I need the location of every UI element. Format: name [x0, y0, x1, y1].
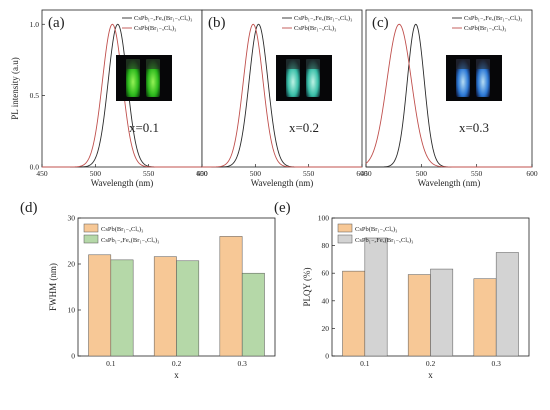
panel-d: 0 10 20 30 0.1 0.2 0.3 x FWHM (nm) (d) CsPb(Br₁₋ₓC… — [20, 200, 276, 380]
y-tick-label: 0.5 — [30, 91, 40, 100]
photo-background — [446, 55, 502, 101]
panel-label: (a) — [48, 15, 65, 31]
legend-swatch — [83, 234, 99, 244]
bar-cspb1-xfex-br1-xclx-3-0.2 — [430, 268, 454, 357]
legend: CsPb₁₋ₓFeₓ(Br₁₋ₓClₓ)₃ CsPb(Br₁₋ₓClₓ)₃ — [122, 15, 192, 32]
vial-photo-icon — [446, 55, 502, 101]
legend-label: CsPb(Br₁₋ₓClₓ)₃ — [101, 226, 143, 233]
panel-label: (b) — [208, 15, 226, 31]
legend-swatch — [83, 223, 99, 233]
y-tick-label: 0 — [71, 352, 75, 361]
panel-label: (d) — [20, 200, 38, 216]
y-tick-label: 1.0 — [30, 20, 40, 29]
x-tick-label: 600 — [356, 169, 368, 178]
vial-cap-right — [146, 59, 160, 69]
x-tick-label: 0.3 — [491, 359, 501, 368]
x-tick-label: 450 — [196, 169, 208, 178]
legend-label: CsPb₁₋ₓFeₓ(Br₁₋ₓClₓ)₃ — [294, 15, 352, 22]
y-axis-label: FWHM (nm) — [48, 263, 58, 311]
x-tick-label: 500 — [90, 169, 102, 178]
vial-photo-icon — [276, 55, 332, 101]
y-tick-label: 100 — [318, 214, 330, 223]
bar-cspb1-xfex-br1-xclx-3-0.1 — [110, 259, 134, 357]
legend-label: CsPb₁₋ₓFeₓ(Br₁₋ₓClₓ)₃ — [355, 237, 413, 244]
legend-label: CsPb₁₋ₓFeₓ(Br₁₋ₓClₓ)₃ — [101, 237, 159, 244]
y-tick-label: 40 — [322, 296, 330, 305]
x-tick-label: 0.2 — [426, 359, 436, 368]
legend-label: CsPb(Br₁₋ₓClₓ)₃ — [355, 226, 397, 233]
y-tick-label: 80 — [322, 241, 330, 250]
x-tick-label: 450 — [360, 169, 372, 178]
x-axis-label: Wavelength (nm) — [91, 178, 154, 188]
vial-cap-left — [456, 59, 470, 69]
vial-cap-right — [476, 59, 490, 69]
x-tick-label: 0.3 — [237, 359, 247, 368]
composition-annotation: x=0.2 — [289, 120, 319, 135]
legend: CsPb(Br₁₋ₓClₓ)₃ CsPb₁₋ₓFeₓ(Br₁₋ₓClₓ)₃ — [83, 223, 159, 244]
legend-label: CsPb(Br₁₋ₓClₓ)₃ — [464, 25, 506, 32]
x-tick-label: 500 — [416, 169, 428, 178]
y-tick-label: 10 — [68, 306, 76, 315]
x-tick-label: 550 — [303, 169, 315, 178]
y-tick-label: 20 — [322, 324, 330, 333]
photo-background — [276, 55, 332, 101]
legend-label: CsPb(Br₁₋ₓClₓ)₃ — [134, 25, 176, 32]
x-tick-label: 0.2 — [172, 359, 182, 368]
x-tick-label: 450 — [36, 169, 48, 178]
legend-label: CsPb₁₋ₓFeₓ(Br₁₋ₓClₓ)₃ — [134, 15, 192, 22]
photo-background — [116, 55, 172, 101]
x-tick-label: 0.1 — [360, 359, 370, 368]
legend-label: CsPb₁₋ₓFeₓ(Br₁₋ₓClₓ)₃ — [464, 15, 522, 22]
bar-cspb-br1-xclx-3-0.2 — [407, 274, 431, 357]
panel-label: (c) — [372, 15, 389, 31]
series-line-2 — [365, 23, 532, 168]
x-tick-label: 500 — [250, 169, 262, 178]
y-axis-label: PLQY (%) — [302, 268, 312, 307]
panel-c: 450 500 550 600 Wavelength (nm) (c) CsPb₁₋ₓFeₓ… — [360, 9, 538, 188]
y-tick-label: 0.0 — [30, 163, 40, 172]
series-line-2 — [202, 23, 362, 168]
vial-cap-left — [286, 59, 300, 69]
x-tick-label: 0.1 — [106, 359, 116, 368]
vial-cap-left — [126, 59, 140, 69]
panel-e: 0 20 40 60 80 100 0.1 0.2 0.3 x PLQY (%) (e) CsPb(Br… — [274, 200, 530, 380]
panel-b: 450 500 550 600 Wavelength (nm) (b) CsPb₁₋ₓFeₓ… — [196, 9, 368, 188]
y-axis-label: PL intensity (a.u) — [10, 57, 20, 119]
bar-cspb-br1-xclx-3-0.3 — [473, 278, 497, 357]
bar-cspb1-xfex-br1-xclx-3-0.3 — [241, 272, 265, 357]
panel-label: (e) — [274, 200, 291, 216]
bar-cspb-br1-xclx-3-0.1 — [88, 254, 112, 357]
vial-cap-right — [306, 59, 320, 69]
legend-swatch — [337, 234, 353, 244]
y-tick-label: 30 — [68, 214, 76, 223]
bar-cspb-br1-xclx-3-0.1 — [342, 270, 366, 357]
x-axis-label: x — [428, 370, 433, 380]
vial-photo-icon — [116, 55, 172, 101]
y-tick-label: 0 — [325, 352, 329, 361]
x-tick-label: 600 — [526, 169, 538, 178]
composition-annotation: x=0.3 — [459, 120, 489, 135]
legend-label: CsPb(Br₁₋ₓClₓ)₃ — [294, 25, 336, 32]
bar-cspb-br1-xclx-3-0.2 — [153, 256, 177, 357]
x-tick-label: 550 — [471, 169, 483, 178]
composition-annotation: x=0.1 — [129, 120, 159, 135]
y-tick-label: 20 — [68, 260, 76, 269]
bar-cspb1-xfex-br1-xclx-3-0.1 — [364, 237, 388, 357]
x-tick-label: 550 — [143, 169, 155, 178]
legend: CsPb₁₋ₓFeₓ(Br₁₋ₓClₓ)₃ CsPb(Br₁₋ₓClₓ)₃ — [282, 15, 352, 32]
x-axis-label: x — [174, 370, 179, 380]
bar-cspb1-xfex-br1-xclx-3-0.3 — [495, 252, 519, 357]
y-tick-label: 60 — [322, 269, 330, 278]
x-axis-label: Wavelength (nm) — [418, 178, 481, 188]
legend: CsPb(Br₁₋ₓClₓ)₃ CsPb₁₋ₓFeₓ(Br₁₋ₓClₓ)₃ — [337, 223, 413, 244]
x-axis-label: Wavelength (nm) — [251, 178, 314, 188]
x-tick-label: 600 — [196, 169, 208, 178]
panel-a: 450 500 550 600 0.0 0.5 1.0 Wavelength (nm) PL i… — [10, 9, 208, 188]
bar-cspb-br1-xclx-3-0.3 — [219, 236, 243, 357]
legend-swatch — [337, 223, 353, 233]
bar-cspb1-xfex-br1-xclx-3-0.2 — [176, 260, 200, 357]
legend: CsPb₁₋ₓFeₓ(Br₁₋ₓClₓ)₃ CsPb(Br₁₋ₓClₓ)₃ — [452, 15, 522, 32]
